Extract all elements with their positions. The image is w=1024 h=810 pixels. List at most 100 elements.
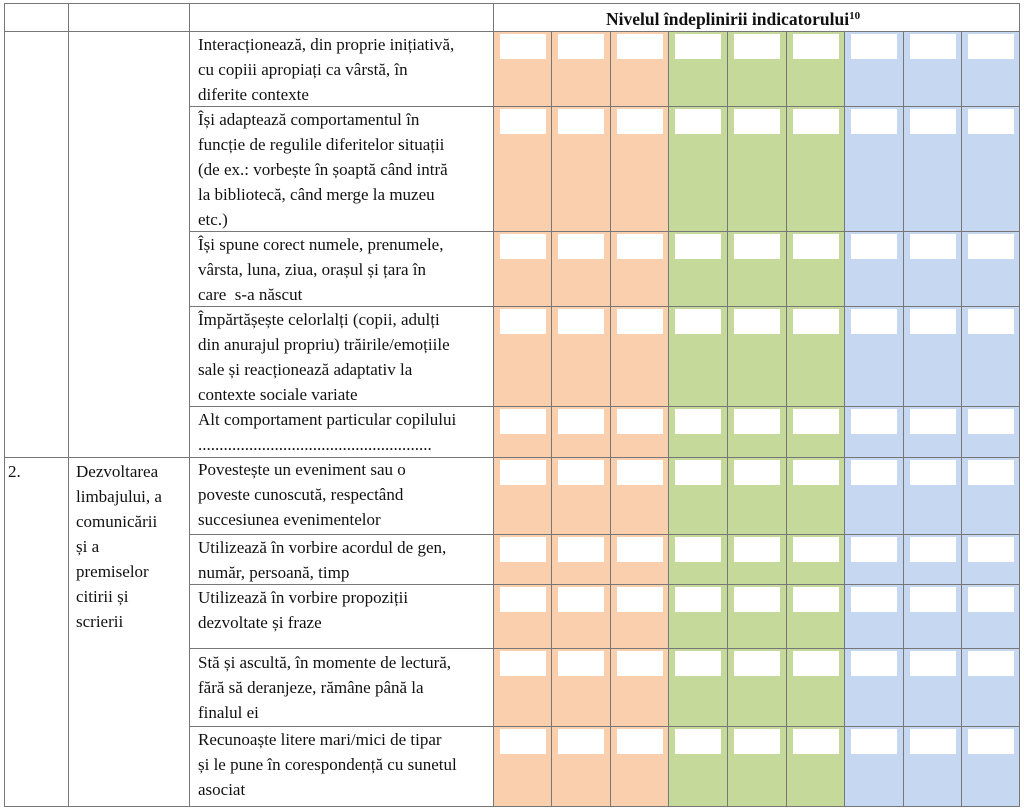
level-checkbox[interactable] [558,109,604,134]
level-checkbox[interactable] [617,34,663,59]
level-checkbox[interactable] [851,409,897,434]
level-checkbox[interactable] [500,409,546,434]
level-checkbox[interactable] [968,109,1014,134]
level-checkbox[interactable] [968,587,1014,612]
level-checkbox[interactable] [500,587,546,612]
level-checkbox[interactable] [675,587,721,612]
level-checkbox[interactable] [793,651,839,676]
level-checkbox[interactable] [558,34,604,59]
level-checkbox[interactable] [500,34,546,59]
level-checkbox[interactable] [793,34,839,59]
level-checkbox[interactable] [675,651,721,676]
level-checkbox[interactable] [734,309,780,334]
level-checkbox[interactable] [851,537,897,562]
level-cell-green [787,458,844,534]
level-checkbox[interactable] [910,460,956,485]
level-checkbox[interactable] [851,729,897,754]
level-checkbox[interactable] [558,651,604,676]
table-border [68,3,69,807]
level-checkbox[interactable] [851,460,897,485]
level-checkbox[interactable] [617,537,663,562]
level-checkbox[interactable] [910,729,956,754]
level-checkbox[interactable] [851,34,897,59]
level-checkbox[interactable] [851,109,897,134]
level-cell-orange [552,32,610,106]
level-checkbox[interactable] [558,409,604,434]
level-checkbox[interactable] [558,460,604,485]
level-checkbox[interactable] [851,587,897,612]
level-checkbox[interactable] [968,34,1014,59]
level-checkbox[interactable] [500,309,546,334]
indicator-text: Recunoaște litere mari/mici de tipar și … [198,730,457,799]
level-checkbox[interactable] [968,234,1014,259]
level-checkbox[interactable] [910,587,956,612]
level-checkbox[interactable] [910,109,956,134]
level-checkbox[interactable] [910,309,956,334]
level-checkbox[interactable] [734,651,780,676]
level-checkbox[interactable] [558,537,604,562]
level-checkbox[interactable] [734,109,780,134]
level-checkbox[interactable] [617,587,663,612]
level-checkbox[interactable] [968,460,1014,485]
level-cell-green [787,649,844,726]
level-checkbox[interactable] [793,460,839,485]
level-cell-blue [962,307,1019,406]
level-checkbox[interactable] [910,34,956,59]
level-checkbox[interactable] [734,587,780,612]
level-checkbox[interactable] [558,587,604,612]
level-checkbox[interactable] [675,409,721,434]
level-checkbox[interactable] [851,234,897,259]
level-checkbox[interactable] [734,537,780,562]
level-checkbox[interactable] [793,234,839,259]
level-checkbox[interactable] [968,729,1014,754]
level-checkbox[interactable] [500,234,546,259]
level-checkbox[interactable] [851,651,897,676]
level-checkbox[interactable] [617,729,663,754]
level-checkbox[interactable] [734,409,780,434]
level-checkbox[interactable] [793,409,839,434]
level-checkbox[interactable] [617,651,663,676]
level-checkbox[interactable] [675,460,721,485]
level-cell-green [787,107,844,231]
level-checkbox[interactable] [793,109,839,134]
level-checkbox[interactable] [500,537,546,562]
level-checkbox[interactable] [734,729,780,754]
level-checkbox[interactable] [734,460,780,485]
level-checkbox[interactable] [734,34,780,59]
level-checkbox[interactable] [558,729,604,754]
level-checkbox[interactable] [500,651,546,676]
level-checkbox[interactable] [968,309,1014,334]
level-checkbox[interactable] [500,729,546,754]
level-checkbox[interactable] [558,234,604,259]
level-checkbox[interactable] [675,34,721,59]
table-border [4,3,5,807]
level-checkbox[interactable] [734,234,780,259]
level-checkbox[interactable] [675,729,721,754]
level-checkbox[interactable] [617,309,663,334]
level-checkbox[interactable] [617,460,663,485]
level-checkbox[interactable] [675,537,721,562]
level-checkbox[interactable] [500,109,546,134]
level-checkbox[interactable] [910,409,956,434]
level-checkbox[interactable] [910,234,956,259]
level-checkbox[interactable] [910,537,956,562]
level-checkbox[interactable] [558,309,604,334]
level-checkbox[interactable] [675,309,721,334]
indicator-text: Interacționează, din proprie inițiativă,… [198,35,455,104]
level-checkbox[interactable] [793,729,839,754]
level-checkbox[interactable] [968,537,1014,562]
level-checkbox[interactable] [500,460,546,485]
level-checkbox[interactable] [617,409,663,434]
level-checkbox[interactable] [968,651,1014,676]
level-checkbox[interactable] [793,587,839,612]
level-checkbox[interactable] [675,109,721,134]
level-checkbox[interactable] [968,409,1014,434]
level-checkbox[interactable] [617,109,663,134]
level-checkbox[interactable] [617,234,663,259]
level-checkbox[interactable] [793,309,839,334]
level-checkbox[interactable] [910,651,956,676]
level-cell-green [728,307,786,406]
level-checkbox[interactable] [675,234,721,259]
level-checkbox[interactable] [851,309,897,334]
level-checkbox[interactable] [793,537,839,562]
